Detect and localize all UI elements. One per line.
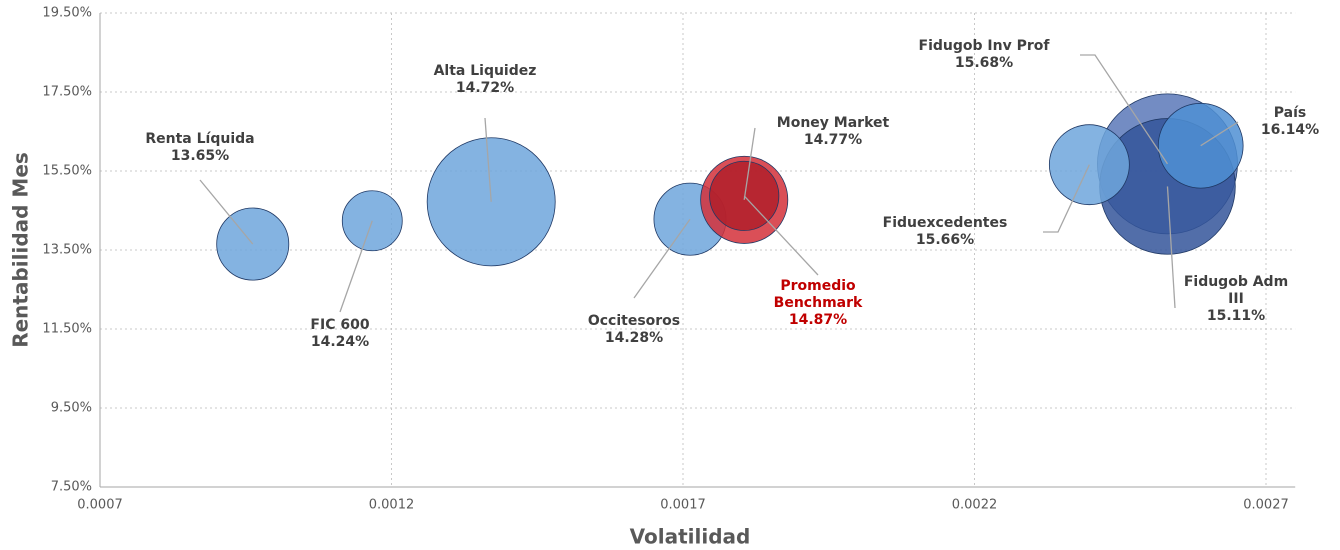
- point-label: Money Market: [777, 115, 890, 131]
- value-label: 14.28%: [605, 330, 663, 346]
- value-label: 14.87%: [789, 312, 847, 328]
- label-line: Money Market: [777, 115, 890, 131]
- label-line: III: [1228, 291, 1244, 307]
- leader-line: [1043, 164, 1090, 233]
- y-tick-label: 17.50%: [42, 85, 92, 100]
- value-label: 13.65%: [171, 148, 229, 164]
- leader-line: [199, 179, 254, 245]
- point-label: Fidugob Inv Prof: [919, 38, 1051, 54]
- x-tick-label: 0.0017: [660, 498, 706, 513]
- y-axis-title: Rentabilidad Mes: [9, 152, 33, 348]
- label-line: Fiduexcedentes: [883, 215, 1008, 231]
- leader-line: [484, 117, 492, 202]
- leader-line: [1200, 121, 1239, 147]
- value-label: 16.14%: [1261, 122, 1319, 138]
- point-label: FIC 600: [310, 317, 369, 333]
- label-line: Fidugob Inv Prof: [919, 38, 1051, 54]
- value-label: 14.77%: [804, 132, 862, 148]
- label-line: Alta Liquidez: [434, 63, 537, 79]
- label-line: FIC 600: [310, 317, 369, 333]
- label-line: Renta Líquida: [145, 131, 254, 147]
- label-line: Occitesoros: [588, 313, 680, 329]
- y-tick-label: 13.50%: [42, 243, 92, 258]
- value-label: 15.66%: [916, 232, 974, 248]
- leader-line: [743, 127, 756, 200]
- x-tick-label: 0.0012: [369, 498, 415, 513]
- value-label: 15.68%: [955, 55, 1013, 71]
- label-line: Fidugob Adm: [1184, 274, 1288, 290]
- label-line: País: [1274, 105, 1306, 121]
- label-line: Promedio: [780, 278, 856, 294]
- point-label: Alta Liquidez: [434, 63, 537, 79]
- leader-line: [743, 195, 819, 276]
- point-label: Fidugob Adm III: [1184, 274, 1288, 307]
- point-label: Renta Líquida: [145, 131, 254, 147]
- point-label: Fiduexcedentes: [883, 215, 1008, 231]
- leader-line: [1080, 54, 1169, 165]
- y-tick-label: 9.50%: [51, 401, 92, 416]
- value-label: 14.72%: [456, 80, 514, 96]
- point-label: Promedio Benchmark: [774, 278, 863, 311]
- leader-line: [633, 218, 691, 299]
- x-tick-label: 0.0027: [1243, 498, 1289, 513]
- label-line: Benchmark: [774, 295, 863, 311]
- y-tick-label: 7.50%: [51, 480, 92, 495]
- value-label: 14.24%: [311, 334, 369, 350]
- y-tick-label: 15.50%: [42, 164, 92, 179]
- y-tick-label: 11.50%: [42, 322, 92, 337]
- x-tick-label: 0.0022: [952, 498, 998, 513]
- value-label: 15.11%: [1207, 308, 1265, 324]
- point-label: País: [1274, 105, 1306, 121]
- point-label: Occitesoros: [588, 313, 680, 329]
- leader-line: [339, 220, 373, 313]
- leader-line: [1166, 186, 1176, 309]
- x-tick-label: 0.0007: [77, 498, 123, 513]
- x-axis-title: Volatilidad: [630, 525, 751, 549]
- y-tick-label: 19.50%: [42, 6, 92, 21]
